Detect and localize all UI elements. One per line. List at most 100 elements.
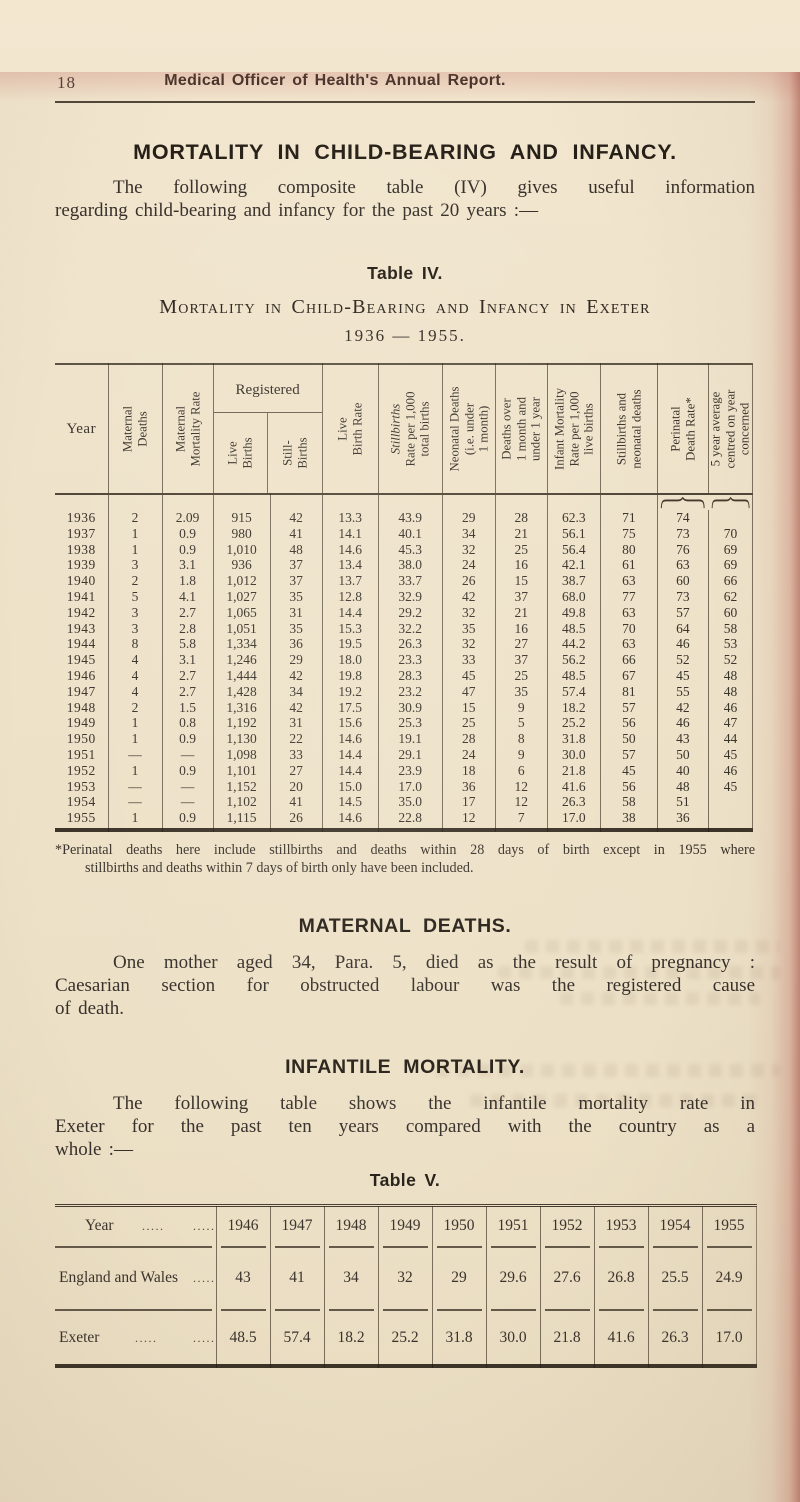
year-cell: 1940	[66, 573, 96, 589]
value-cell: 44	[707, 731, 753, 747]
table-iv-row: 1936 2 2.09 915 42 13.3 43.9 29 28 62.3 71 74	[55, 510, 753, 526]
value-cell: 35.0	[377, 794, 443, 811]
value-cell: 1,428	[212, 683, 271, 700]
value-cell: 13.4	[321, 557, 379, 574]
value-cell: 31.8	[546, 731, 601, 747]
value-cell: 46	[656, 715, 709, 732]
value-cell: 45	[707, 746, 753, 763]
value-cell: 32	[441, 604, 496, 621]
col-header-stillbirth-rate: Stillbirths Rate per 1,000 total births	[377, 364, 443, 495]
value-cell: 14.4	[321, 762, 379, 779]
year-cell: 1941	[66, 588, 96, 604]
value-cell: 36	[656, 810, 709, 831]
col-header-live-birth-rate: Live Birth Rate	[321, 364, 379, 495]
dot-leader: .....	[192, 1330, 216, 1345]
col-header-live-births: Live Births	[225, 437, 255, 469]
value-cell: 34	[441, 525, 496, 542]
value-cell: 50	[656, 746, 709, 763]
value-cell: 29.2	[377, 604, 443, 621]
value-cell: 1,010	[212, 541, 271, 558]
year-cell: 1937	[66, 525, 96, 541]
col-header-still-births: Still- Births	[267, 413, 322, 493]
value-cell: 2.8	[161, 620, 214, 637]
value-cell: 14.6	[321, 810, 379, 831]
page-content: 18 Medical Officer of Health's Annual Re…	[55, 72, 757, 1368]
value-cell: 12	[441, 810, 496, 831]
table-iv-row: 1945 4 3.1 1,246 29 18.0 23.3 33 37 56.2 66 52 52	[55, 652, 753, 668]
value-cell: —	[107, 794, 163, 811]
value-cell: 70	[599, 620, 658, 637]
value-cell: 30.9	[377, 699, 443, 716]
table-iv-row: 1950 1 0.9 1,130 22 14.6 19.1 28 8 31.8 50 43 44	[55, 731, 753, 747]
value-cell: 5	[107, 588, 163, 605]
value-cell: —	[161, 794, 214, 811]
value-cell: 60	[656, 573, 709, 589]
value-cell: 58	[599, 794, 658, 811]
value-cell: 45	[441, 667, 496, 684]
header-rule	[55, 101, 755, 103]
value-cell: 24.9	[701, 1248, 756, 1308]
footnote-line: *Perinatal deaths here include stillbirt…	[55, 841, 755, 858]
value-cell: 1.5	[161, 699, 214, 716]
value-cell: 57	[599, 746, 658, 763]
value-cell: 29.1	[377, 746, 443, 763]
value-cell: 52	[707, 652, 753, 668]
value-cell: 46	[707, 762, 753, 779]
value-cell: 31	[269, 715, 323, 732]
value-cell: 15	[494, 573, 548, 589]
year-cell: 1942	[66, 604, 96, 620]
value-cell: 41	[269, 525, 323, 542]
value-cell: 51	[656, 794, 709, 811]
value-cell: 15	[441, 699, 496, 716]
value-cell: 42	[441, 588, 496, 605]
value-cell: 17.0	[546, 810, 601, 831]
value-cell: 2	[107, 510, 163, 526]
value-cell: 2.7	[161, 604, 214, 621]
table-iv-row: 1944 8 5.8 1,334 36 19.5 26.3 32 27 44.2 63 46 53	[55, 636, 753, 653]
paragraph-line: whole :—	[55, 1138, 133, 1160]
value-cell: 4	[107, 652, 163, 668]
table-v-exeter-row: Exeter.......... 48.5 57.4 18.2 25.2 31.8 30.0…	[55, 1311, 756, 1366]
year-cell: 1948	[66, 699, 96, 715]
value-cell: 19.8	[321, 667, 379, 684]
value-cell: 25.2	[377, 1311, 432, 1366]
value-cell: 42	[269, 510, 323, 526]
value-cell: 32	[441, 541, 496, 558]
value-cell: 25	[494, 667, 548, 684]
value-cell: 936	[212, 557, 271, 574]
value-cell: 35	[269, 588, 323, 605]
value-cell: 81	[599, 683, 658, 700]
value-cell: 1,246	[212, 652, 271, 668]
value-cell: 2	[107, 573, 163, 589]
value-cell: 4	[107, 683, 163, 700]
value-cell: 38.0	[377, 557, 443, 574]
year-cell: 1955	[55, 810, 109, 831]
table-iv-row: 1955 1 0.9 1,115 26 14.6 22.8 12 7 17.0 38 36	[55, 810, 753, 831]
value-cell: 23.2	[377, 683, 443, 700]
value-cell: 57	[656, 604, 709, 621]
value-cell: 47	[707, 715, 753, 732]
col-header-neonatal-deaths: Neonatal Deaths (i.e. under 1 month)	[441, 364, 496, 495]
dot-leader: .....	[134, 1330, 158, 1345]
value-cell: 57.4	[546, 683, 601, 700]
col-header-five-year-average: 5 year average centred on year concerned	[707, 364, 753, 495]
table-iv-row: 1947 4 2.7 1,428 34 19.2 23.2 47 35 57.4 81 55 48	[55, 683, 753, 700]
value-cell: 3.1	[161, 652, 214, 668]
col-header-maternal-mortality-rate: Maternal Mortality Rate	[161, 364, 214, 495]
value-cell: 52	[656, 652, 709, 668]
value-cell: 34	[269, 683, 323, 700]
table-iv-subtitle: Mortality in Child-Bearing and Infancy i…	[159, 296, 651, 318]
col-header-year: Year	[55, 364, 109, 495]
table-iv-row: 1953— —1,152 20 15.0 17.0 36 12 41.6 56 48 45	[55, 778, 753, 795]
value-cell: 32	[441, 636, 496, 653]
value-cell: 5	[494, 715, 548, 732]
value-cell: 1,334	[212, 636, 271, 653]
value-cell: 56	[599, 715, 658, 732]
value-cell: —	[107, 778, 163, 795]
value-cell: 80	[599, 541, 658, 558]
value-cell: 1	[107, 525, 163, 542]
footnote-line: stillbirths and deaths within 7 days of …	[85, 860, 474, 877]
brace-row	[55, 494, 753, 510]
year-cell: 1950	[66, 731, 96, 747]
value-cell: 34	[323, 1248, 378, 1308]
